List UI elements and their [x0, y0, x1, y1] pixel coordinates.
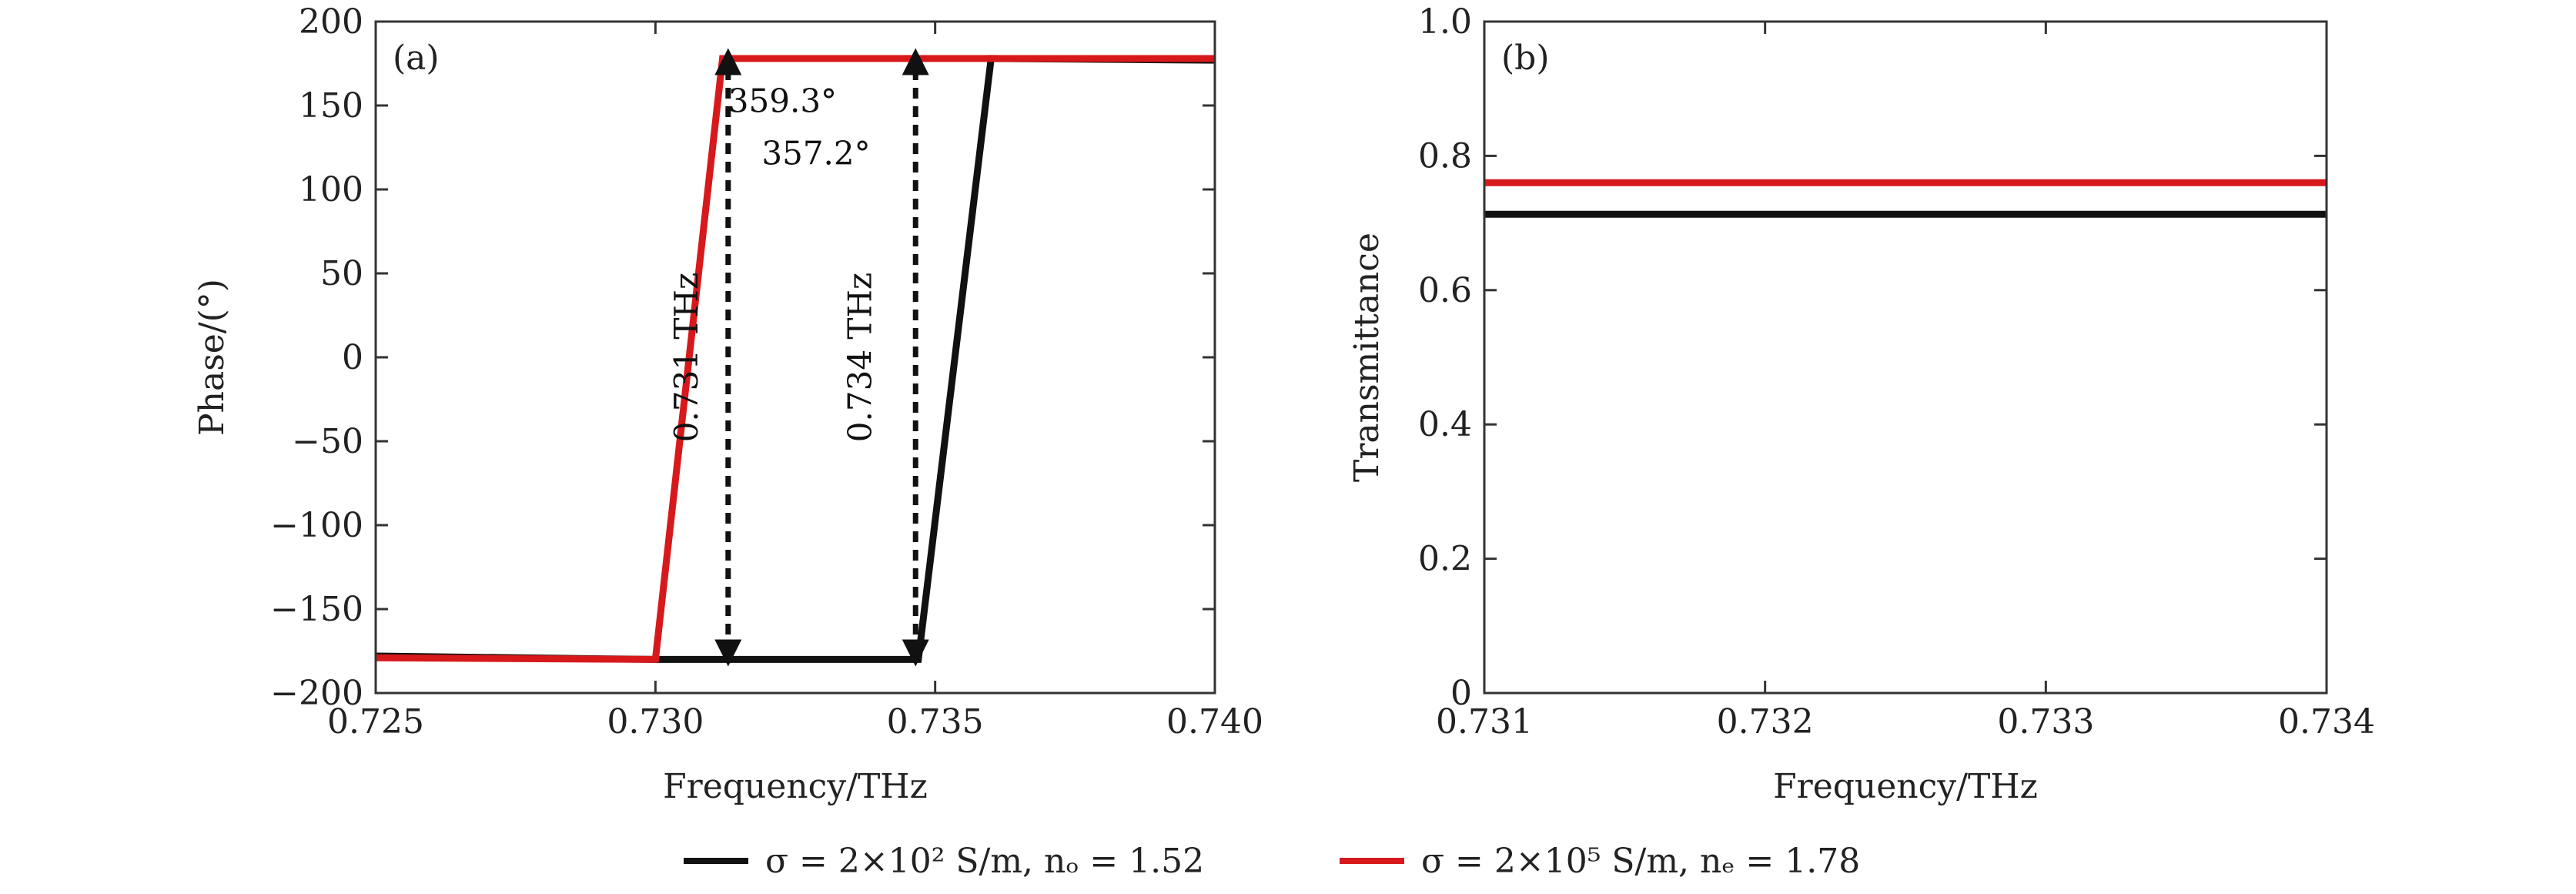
y-tick-label: 1.0 [1418, 2, 1472, 42]
y-tick-label: 0.4 [1418, 405, 1472, 444]
y-tick-label: 0.8 [1418, 136, 1472, 176]
annotation-phase-diff: 359.3° [728, 82, 837, 120]
transmittance-chart-frame [1483, 20, 2328, 695]
y-tick-label: 0.2 [1418, 540, 1472, 579]
y-tick-label: −200 [270, 674, 363, 713]
annotation-frequency: 0.731 THz [667, 273, 705, 442]
x-tick-label: 0.733 [1997, 702, 2094, 742]
x-tick-label: 0.731 [1436, 702, 1533, 742]
x-tick-label: 0.740 [1166, 702, 1263, 742]
y-tick-label: 50 [320, 254, 363, 293]
phase-chart-annotations: 359.3° 357.2° 0.731 THz 0.734 THz [667, 82, 878, 442]
annotation-frequency: 0.734 THz [841, 273, 878, 442]
y-tick-label: 100 [299, 170, 363, 209]
transmittance-x-axis-title: Frequency/THz [1773, 767, 2038, 806]
transmittance-chart: 0.731 0.732 0.733 0.734 1.0 0.8 0.6 0.4 0.2 0 (b)… [1347, 2, 2375, 806]
phase-chart-ticks: 0.725 0.730 0.735 0.740 200 150 100 50 0 −50 −100 −… [270, 2, 1263, 742]
phase-panel-label: (a) [393, 39, 440, 78]
phase-chart: 0.725 0.730 0.735 0.740 200 150 100 50 0 −50 −100 −… [192, 2, 1263, 806]
y-tick-label: 0 [1450, 674, 1472, 713]
phase-y-axis-title: Phase/(°) [192, 279, 232, 436]
y-tick-label: −150 [270, 590, 363, 629]
legend: σ = 2×10² S/m, nₒ = 1.52 σ = 2×10⁵ S/m, … [684, 842, 1860, 881]
annotation-phase-diff: 357.2° [761, 134, 870, 172]
x-tick-label: 0.735 [887, 702, 984, 742]
y-tick-label: −100 [270, 506, 363, 545]
phase-x-axis-title: Frequency/THz [663, 767, 928, 806]
phase-chart-arrows [714, 48, 929, 667]
transmittance-y-axis-title: Transmittance [1347, 233, 1387, 482]
legend-label-black: σ = 2×10² S/m, nₒ = 1.52 [765, 842, 1204, 881]
x-tick-label: 0.730 [607, 702, 704, 742]
transmittance-panel-label: (b) [1501, 39, 1550, 78]
y-tick-label: 0.6 [1418, 271, 1472, 310]
legend-label-red: σ = 2×10⁵ S/m, nₑ = 1.78 [1421, 842, 1860, 881]
transmittance-chart-ticks: 0.731 0.732 0.733 0.734 1.0 0.8 0.6 0.4 0.2 0 [1418, 2, 2375, 742]
x-tick-label: 0.725 [327, 702, 424, 742]
x-tick-label: 0.732 [1717, 702, 1814, 742]
transmittance-chart-series [1484, 179, 2327, 218]
x-tick-label: 0.734 [2278, 702, 2375, 742]
y-tick-label: −50 [292, 422, 363, 461]
phase-chart-frame [374, 20, 1216, 695]
y-tick-label: 200 [299, 2, 363, 42]
y-tick-label: 150 [299, 86, 363, 126]
y-tick-label: 0 [342, 338, 363, 377]
